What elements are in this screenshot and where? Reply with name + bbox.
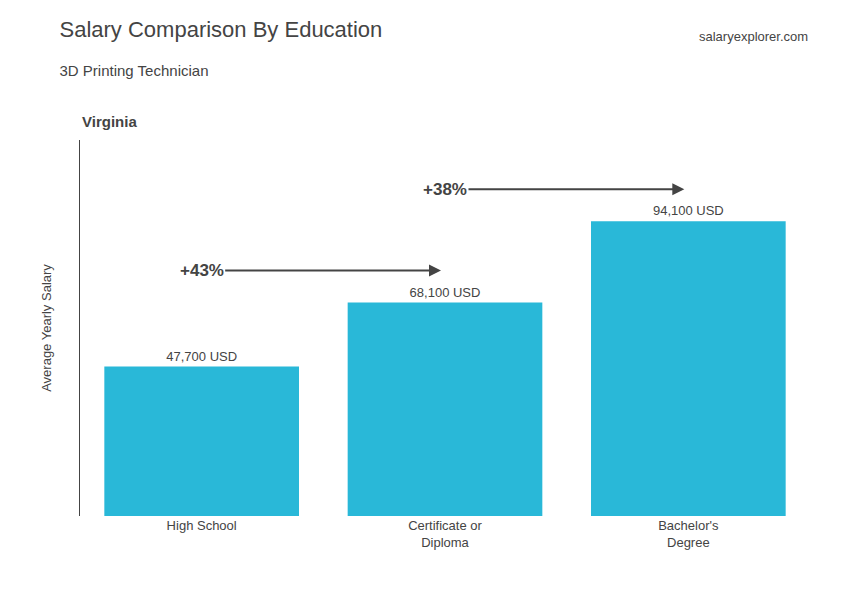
svg-text:68,100 USD: 68,100 USD <box>410 285 481 300</box>
svg-text:94,100 USD: 94,100 USD <box>653 203 724 218</box>
svg-text:+38%: +38% <box>423 180 467 199</box>
svg-text:47,700 USD: 47,700 USD <box>166 349 237 364</box>
svg-text:+43%: +43% <box>180 261 224 280</box>
svg-text:salaryexplorer.com: salaryexplorer.com <box>699 29 808 44</box>
svg-text:Virginia: Virginia <box>82 113 137 130</box>
svg-text:Average Yearly Salary: Average Yearly Salary <box>39 264 54 392</box>
svg-text:Bachelor'sDegree: Bachelor'sDegree <box>658 518 719 550</box>
svg-text:High School: High School <box>167 518 237 533</box>
svg-text:Certificate orDiploma: Certificate orDiploma <box>408 518 482 550</box>
svg-text:3D Printing Technician: 3D Printing Technician <box>60 62 209 79</box>
svg-text:Salary Comparison By Education: Salary Comparison By Education <box>60 17 383 42</box>
